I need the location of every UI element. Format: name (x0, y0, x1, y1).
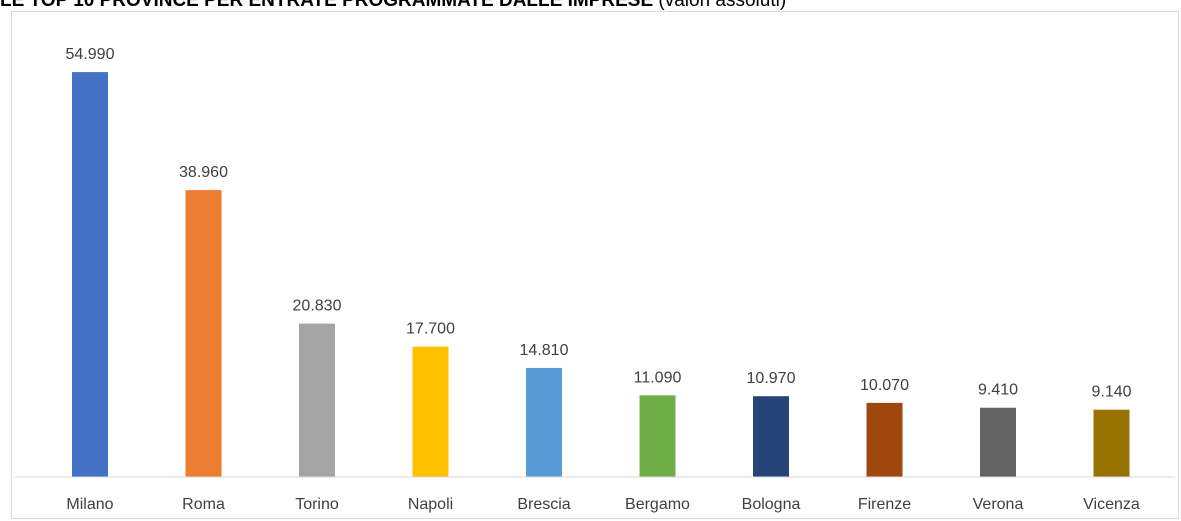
data-label-vicenza: 9.140 (1091, 384, 1131, 401)
bar-firenze (866, 402, 903, 477)
x-tick-label-vicenza: Vicenza (1083, 496, 1140, 513)
bar-brescia (526, 367, 562, 477)
x-tick-label-firenze: Firenze (858, 496, 911, 513)
x-tick-label-roma: Roma (182, 496, 225, 513)
data-label-napoli: 17.700 (406, 321, 455, 338)
x-tick-label-verona: Verona (973, 496, 1024, 513)
data-labels-group: 54.990 38.960 20.830 17.700 14.810 11.090 10.9… (66, 46, 1132, 401)
x-tick-label-brescia: Brescia (517, 496, 570, 513)
bar-torino (299, 323, 335, 477)
data-label-bologna: 10.970 (747, 370, 796, 387)
bar-roma (185, 190, 222, 477)
bar-napoli (412, 346, 449, 477)
chart-title: LE TOP 10 PROVINCE PER ENTRATE PROGRAMMA… (0, 0, 1181, 11)
chart-title-main: LE TOP 10 PROVINCE PER ENTRATE PROGRAMMA… (0, 0, 654, 11)
data-label-bergamo: 11.090 (634, 369, 682, 386)
data-label-brescia: 14.810 (520, 342, 569, 359)
x-tick-label-milano: Milano (66, 496, 113, 513)
bar-vicenza (1093, 409, 1130, 477)
bar-milano (72, 72, 108, 477)
data-label-torino: 20.830 (293, 298, 342, 315)
data-label-firenze: 10.070 (860, 377, 909, 394)
bar-bologna (753, 396, 789, 477)
data-label-roma: 38.960 (179, 164, 228, 181)
data-label-verona: 9.410 (978, 382, 1018, 399)
bar-verona (980, 407, 1016, 477)
x-tick-label-torino: Torino (295, 496, 339, 513)
bar-bergamo (639, 395, 676, 477)
chart-subtitle: (valori assoluti) (658, 0, 787, 11)
bars-group (72, 72, 1130, 477)
x-tick-labels-group: Milano Roma Torino Napoli Brescia Bergamo Bolo… (66, 496, 1139, 513)
data-label-milano: 54.990 (66, 46, 115, 63)
x-tick-label-napoli: Napoli (408, 496, 453, 513)
x-tick-label-bologna: Bologna (742, 496, 801, 513)
x-tick-label-bergamo: Bergamo (625, 496, 690, 513)
